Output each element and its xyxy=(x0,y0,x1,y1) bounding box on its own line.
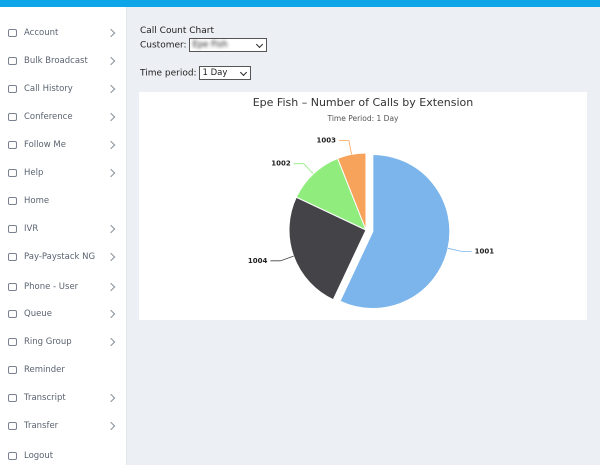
menu-icon xyxy=(8,394,17,402)
menu-item[interactable]: Phone - User xyxy=(8,279,118,295)
menu-label: Ring Group xyxy=(24,337,72,347)
menu-item[interactable]: IVR xyxy=(8,221,118,237)
connector xyxy=(338,140,352,155)
menu-label: Queue xyxy=(24,309,52,319)
submenu-arrow xyxy=(106,224,116,234)
period-select[interactable]: 1 Day xyxy=(199,66,252,80)
menu-icon xyxy=(8,29,17,37)
slice-label: 1001 xyxy=(475,247,495,255)
chart-subtitle: Time Period: 1 Day xyxy=(326,114,399,123)
menu-icon xyxy=(8,141,17,149)
menu-icon xyxy=(8,338,17,346)
menu-item[interactable]: Logout xyxy=(8,448,118,464)
menu-label: Account xyxy=(24,28,59,38)
menu-item[interactable]: Queue xyxy=(8,306,118,322)
menu-icon xyxy=(8,283,17,291)
connector xyxy=(293,163,314,175)
submenu-arrow xyxy=(106,252,116,262)
submenu-arrow xyxy=(106,84,116,94)
menu-label: Transcript xyxy=(24,393,66,403)
menu-label: Help xyxy=(24,168,44,178)
chart: Epe Fish – Number of Calls by Extension … xyxy=(248,96,495,309)
menu-item[interactable]: Conference xyxy=(8,109,118,125)
menu-icon xyxy=(8,366,17,374)
menu-item[interactable]: Home xyxy=(8,193,118,209)
menu-icon xyxy=(8,452,17,460)
menu-item[interactable]: Help xyxy=(8,165,118,181)
menu-label: Reminder xyxy=(24,365,65,375)
menu-label: Home xyxy=(24,196,50,206)
submenu-arrow xyxy=(106,393,116,403)
submenu-arrow xyxy=(106,56,116,66)
customer-select[interactable]: Epe Fish xyxy=(189,38,268,52)
submenu-arrow xyxy=(106,421,116,431)
menu-item[interactable]: Transcript xyxy=(8,390,118,406)
top-bar xyxy=(0,0,600,7)
pie-slice xyxy=(339,154,451,309)
menu-icon xyxy=(8,253,17,261)
menu-item[interactable]: Bulk Broadcast xyxy=(8,53,118,69)
submenu-arrow xyxy=(106,140,116,150)
menu-label: Bulk Broadcast xyxy=(24,56,88,66)
menu-icon xyxy=(8,57,17,65)
chart-panel: Epe Fish – Number of Calls by Extension … xyxy=(139,92,587,320)
menu-label: Phone - User xyxy=(24,282,79,292)
menu-item[interactable]: Call History xyxy=(8,81,118,97)
customer-value: Epe Fish xyxy=(192,40,228,50)
submenu-arrow xyxy=(106,168,116,178)
pie-slice xyxy=(288,196,367,301)
menu-icon xyxy=(8,422,17,430)
menu-icon xyxy=(8,169,17,177)
slice-label: 1003 xyxy=(316,137,336,145)
menu-label: Logout xyxy=(24,451,54,461)
connector xyxy=(447,247,472,252)
slice-label: 1002 xyxy=(271,160,291,168)
menu-icon xyxy=(8,113,17,121)
menu-item[interactable]: Reminder xyxy=(8,362,118,378)
submenu-arrow xyxy=(106,112,116,122)
submenu-arrow xyxy=(106,28,116,38)
submenu-arrow xyxy=(106,337,116,347)
menu-icon xyxy=(8,310,17,318)
sidebar: Account Bulk Broadcast Call History Confere… xyxy=(0,7,127,465)
heading: Call Count Chart xyxy=(140,26,214,36)
period-value: 1 Day xyxy=(202,68,228,78)
customer-label: Customer: xyxy=(140,40,187,51)
menu-label: Conference xyxy=(24,112,73,122)
period-row: Time period: 1 Day xyxy=(140,66,252,80)
period-label: Time period: xyxy=(140,68,197,79)
submenu-arrow xyxy=(106,309,116,319)
menu-item[interactable]: Follow Me xyxy=(8,137,118,153)
customer-row: Customer: Epe Fish xyxy=(140,38,268,52)
slice-label: 1004 xyxy=(248,257,268,265)
menu-label: Call History xyxy=(24,84,73,94)
menu-label: IVR xyxy=(24,224,39,234)
connector xyxy=(270,255,294,262)
main: Call Count Chart Customer: Epe Fish Time… xyxy=(127,7,600,465)
menu-item[interactable]: Account xyxy=(8,25,118,41)
menu-item[interactable]: Transfer xyxy=(8,418,118,434)
menu-label: Transfer xyxy=(24,421,59,431)
chart-title: Epe Fish – Number of Calls by Extension xyxy=(253,96,474,109)
menu-item[interactable]: Ring Group xyxy=(8,334,118,350)
menu-item[interactable]: Pay-Paystack NG xyxy=(8,249,118,265)
submenu-arrow xyxy=(106,282,116,292)
menu-label: Pay-Paystack NG xyxy=(24,252,96,262)
menu-label: Follow Me xyxy=(24,140,66,150)
menu-icon xyxy=(8,197,17,205)
menu-icon xyxy=(8,85,17,93)
menu-icon xyxy=(8,225,17,233)
